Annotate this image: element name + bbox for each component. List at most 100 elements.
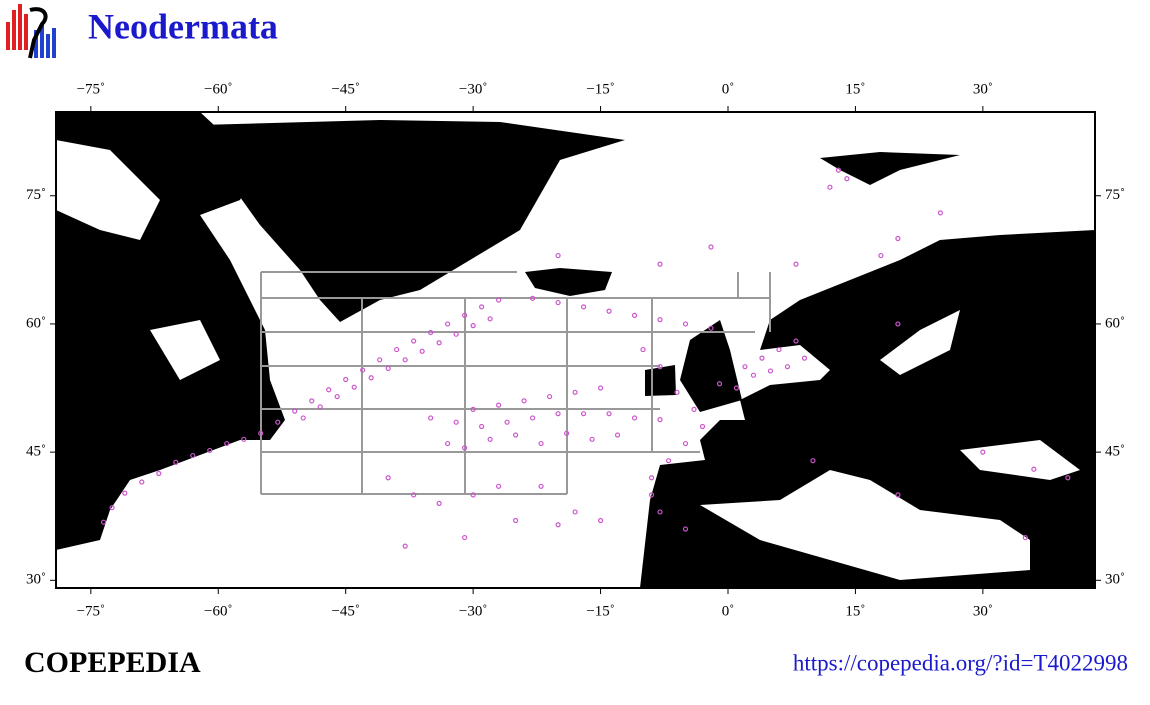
x-tick-label: 30˚ bbox=[973, 603, 993, 619]
x-tick-label: −15˚ bbox=[586, 81, 614, 97]
occurrence bbox=[716, 381, 723, 387]
occurrence bbox=[793, 338, 799, 344]
occurrence bbox=[776, 346, 782, 353]
y-tick-label: 60˚ bbox=[26, 315, 46, 331]
occurrence bbox=[462, 445, 468, 451]
occurrence bbox=[436, 500, 442, 506]
occurrence bbox=[1022, 534, 1028, 541]
x-tick-label: −75˚ bbox=[77, 603, 105, 619]
x-tick-label: 0˚ bbox=[722, 603, 735, 619]
occurrence bbox=[810, 458, 816, 464]
occurrence bbox=[453, 331, 459, 337]
occurrence bbox=[631, 415, 638, 421]
occurrence bbox=[555, 299, 561, 306]
occurrence bbox=[606, 308, 612, 314]
occurrence bbox=[691, 406, 697, 412]
occurrence bbox=[317, 404, 323, 410]
occurrence bbox=[1031, 466, 1037, 472]
occurrence bbox=[207, 447, 213, 454]
brand: COPEPEDIA bbox=[24, 646, 201, 679]
occurrence bbox=[487, 316, 493, 322]
occurrence bbox=[109, 505, 115, 511]
occurrence bbox=[614, 432, 621, 438]
occurrence bbox=[292, 408, 298, 414]
occurrence bbox=[496, 297, 502, 303]
occurrence bbox=[572, 389, 578, 395]
occurrence bbox=[937, 210, 943, 216]
occurrence bbox=[445, 321, 451, 327]
occurrence bbox=[428, 415, 434, 421]
x-tick-label: −30˚ bbox=[459, 603, 487, 619]
occurrence bbox=[597, 517, 604, 524]
occurrence bbox=[513, 432, 519, 438]
occurrence bbox=[682, 321, 689, 327]
occurrence bbox=[538, 483, 544, 489]
occurrence bbox=[580, 304, 587, 310]
occurrence bbox=[496, 402, 502, 408]
occurrence bbox=[521, 398, 527, 404]
occurrence bbox=[309, 398, 315, 404]
occurrence bbox=[326, 387, 332, 393]
occurrence bbox=[258, 430, 264, 436]
occurrence bbox=[980, 449, 986, 455]
occurrence bbox=[555, 411, 561, 417]
occurrence bbox=[648, 475, 655, 481]
x-tick-label: −60˚ bbox=[204, 603, 232, 619]
occurrences bbox=[100, 167, 1071, 549]
occurrence bbox=[496, 483, 502, 489]
occurrence bbox=[699, 423, 706, 430]
occurrence bbox=[827, 184, 833, 190]
occurrence bbox=[419, 348, 425, 354]
occurrence bbox=[895, 235, 901, 242]
occurrence bbox=[275, 419, 281, 425]
occurrence bbox=[733, 385, 740, 391]
occurrence bbox=[504, 419, 510, 425]
occurrence bbox=[436, 340, 442, 346]
occurrence bbox=[640, 346, 646, 353]
occurrence bbox=[657, 509, 663, 515]
occurrence bbox=[173, 459, 179, 465]
occurrence bbox=[878, 252, 884, 259]
occurrence bbox=[470, 323, 476, 329]
occurrence bbox=[351, 384, 357, 390]
axes: −75˚ −75˚ −60˚ −60˚ −45˚ −45˚ −30˚ −30˚ −15˚ −15˚… bbox=[26, 81, 1125, 619]
y-tick-label: 45˚ bbox=[1105, 444, 1125, 460]
occurrence bbox=[402, 357, 408, 363]
occurrence bbox=[156, 470, 162, 477]
occurrence bbox=[343, 376, 349, 383]
inland-seas bbox=[56, 140, 1080, 580]
occurrence bbox=[555, 522, 561, 528]
occurrence bbox=[1065, 475, 1071, 481]
x-tick-label: 15˚ bbox=[845, 81, 865, 97]
x-tick-label: −45˚ bbox=[331, 81, 359, 97]
occurrence bbox=[657, 261, 663, 267]
page-title: Neodermata bbox=[88, 6, 278, 46]
y-tick-label: 75˚ bbox=[1105, 187, 1125, 203]
map-frame bbox=[55, 111, 1096, 589]
occurrence bbox=[470, 492, 476, 498]
occurrence bbox=[793, 261, 799, 267]
occurrence bbox=[139, 479, 145, 485]
occurrence bbox=[674, 389, 680, 395]
occurrence bbox=[462, 534, 468, 541]
occurrence bbox=[394, 346, 400, 353]
occurrence bbox=[300, 415, 306, 421]
occurrence bbox=[844, 176, 850, 182]
occurrence bbox=[546, 393, 553, 400]
occurrence bbox=[801, 355, 808, 361]
occurrence bbox=[580, 411, 587, 417]
y-tick-label: 30˚ bbox=[1105, 572, 1125, 588]
occurrence bbox=[100, 519, 107, 525]
occurrence bbox=[385, 475, 391, 481]
occurrence bbox=[479, 304, 485, 310]
occurrence bbox=[334, 393, 340, 400]
url[interactable]: https://copepedia.org/?id=T4022998 bbox=[793, 650, 1128, 675]
occurrence bbox=[122, 490, 128, 496]
occurrence bbox=[190, 452, 196, 459]
occurrence bbox=[555, 252, 561, 259]
x-tick-label: 0˚ bbox=[722, 81, 735, 97]
occurrence bbox=[572, 509, 578, 515]
occurrence bbox=[589, 436, 595, 442]
occurrence bbox=[241, 436, 247, 442]
occurrence bbox=[784, 364, 791, 370]
